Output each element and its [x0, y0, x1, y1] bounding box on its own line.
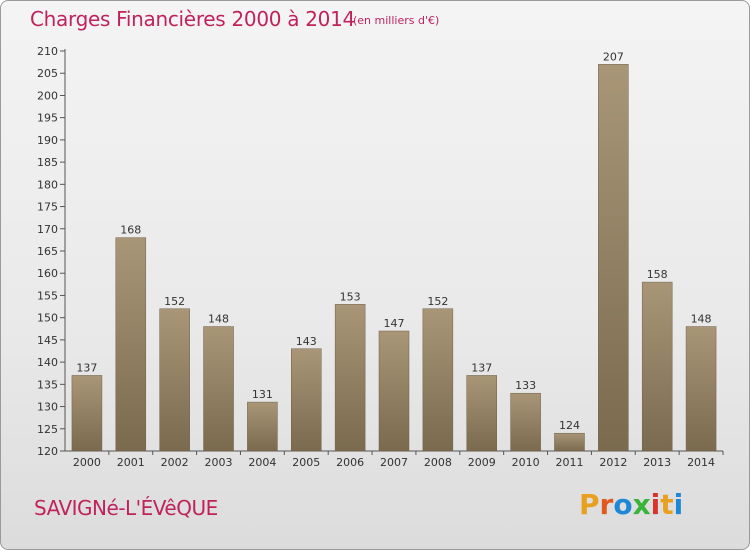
bar	[115, 237, 147, 452]
bar	[247, 401, 278, 452]
y-tick-label: 155	[37, 289, 58, 302]
bar	[334, 304, 366, 452]
x-tick-label: 2005	[292, 456, 320, 469]
bar-value-label: 148	[208, 313, 229, 326]
x-tick-label: 2013	[643, 456, 671, 469]
x-tick-label: 2014	[687, 456, 715, 469]
bar	[510, 392, 541, 452]
chart-title: Charges Financières 2000 à 2014	[30, 7, 355, 31]
y-tick-label: 185	[37, 156, 58, 169]
y-tick-label: 160	[37, 267, 58, 280]
x-tick-label: 2000	[73, 456, 101, 469]
bars	[71, 64, 717, 452]
y-tick-label: 200	[37, 89, 58, 102]
bar-value-label: 153	[340, 290, 361, 303]
y-tick-label: 190	[37, 134, 58, 147]
x-tick-label: 2002	[161, 456, 189, 469]
brand-letter: t	[660, 488, 674, 521]
bar	[685, 326, 717, 452]
bar-value-label: 168	[120, 224, 141, 237]
y-tick-label: 145	[37, 334, 58, 347]
bar-value-label: 158	[647, 268, 668, 281]
brand-letter: r	[599, 488, 614, 521]
y-tick-label: 165	[37, 245, 58, 258]
bar	[422, 308, 454, 452]
y-axis: 120 125 130 135 140 145 150 155 160 165 170 175 180 1…	[37, 45, 66, 458]
y-tick-label: 135	[37, 378, 58, 391]
bar	[641, 281, 673, 452]
bar-value-label: 131	[252, 388, 273, 401]
bar-value-label: 124	[559, 419, 580, 432]
x-tick-label: 2010	[512, 456, 540, 469]
x-tick-label: 2009	[468, 456, 496, 469]
bar-value-label: 133	[515, 379, 536, 392]
x-tick-label: 2011	[555, 456, 583, 469]
y-tick-label: 150	[37, 312, 58, 325]
bar-value-label: 207	[603, 50, 624, 63]
x-tick-label: 2004	[248, 456, 276, 469]
brand-letter: i	[673, 488, 684, 521]
y-tick-label: 175	[37, 201, 58, 214]
brand-letter: i	[650, 488, 661, 521]
y-tick-label: 140	[37, 356, 58, 369]
bar	[466, 375, 497, 452]
bar	[71, 375, 103, 452]
x-axis: 2000 2001 2002 2003 2004 2005 2006 2007 2008 2009…	[65, 450, 724, 469]
bar-value-label: 148	[691, 313, 712, 326]
bar	[203, 326, 234, 452]
x-tick-label: 2006	[336, 456, 364, 469]
y-tick-label: 120	[37, 445, 58, 458]
x-tick-label: 2007	[380, 456, 408, 469]
bar-value-label: 137	[471, 361, 492, 374]
y-tick-label: 130	[37, 401, 58, 414]
bar	[378, 330, 410, 452]
bar	[554, 432, 585, 452]
brand-letter: x	[632, 488, 651, 521]
bar	[598, 64, 629, 452]
bar	[159, 308, 190, 452]
bar	[291, 348, 322, 452]
x-tick-label: 2001	[117, 456, 145, 469]
data-labels: 137 168 152 148 131 143 153 147 152 137 133 124 207 1…	[76, 50, 711, 432]
city-name: SAVIGNé-L'ÉVêQUE	[34, 496, 218, 520]
brand-logo[interactable]: Proxiti	[579, 488, 683, 521]
y-tick-label: 210	[37, 45, 58, 58]
brand-letter: P	[579, 488, 600, 521]
y-tick-label: 195	[37, 112, 58, 125]
x-tick-label: 2003	[205, 456, 233, 469]
chart-subtitle: (en milliers d'€)	[353, 14, 440, 27]
brand-letter: o	[613, 488, 633, 521]
y-tick-label: 205	[37, 67, 58, 80]
x-tick-label: 2008	[424, 456, 452, 469]
bar-value-label: 147	[384, 317, 405, 330]
bar-value-label: 152	[427, 295, 448, 308]
x-tick-label: 2012	[599, 456, 627, 469]
y-tick-label: 170	[37, 223, 58, 236]
bar-value-label: 152	[164, 295, 185, 308]
y-tick-label: 125	[37, 423, 58, 436]
y-tick-label: 180	[37, 178, 58, 191]
bar-value-label: 143	[296, 335, 317, 348]
bar-value-label: 137	[76, 361, 97, 374]
